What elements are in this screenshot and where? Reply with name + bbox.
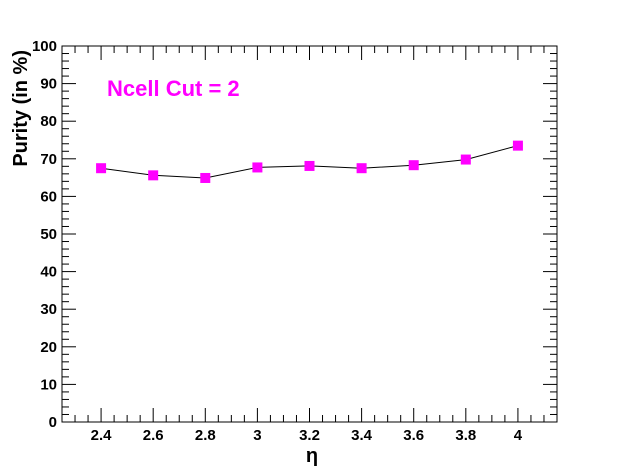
y-tick-label: 50 (40, 226, 57, 243)
x-tick-label: 3.6 (403, 427, 424, 444)
y-tick-label: 80 (40, 113, 57, 130)
x-axis-title: η (306, 445, 318, 467)
y-tick-label: 20 (40, 339, 57, 356)
y-tick-label: 40 (40, 264, 57, 281)
data-point-marker (356, 163, 367, 174)
x-tick-label: 2.4 (91, 427, 113, 444)
data-point-marker (408, 160, 419, 171)
data-point-marker (252, 162, 263, 173)
y-tick-label: 10 (40, 376, 57, 393)
axis-ticks (61, 45, 558, 423)
data-point-marker (460, 154, 471, 165)
y-tick-label: 100 (32, 38, 57, 55)
data-point-marker (96, 163, 107, 174)
x-tick-label: 2.6 (143, 427, 164, 444)
x-tick-label: 4 (514, 427, 523, 444)
y-tick-label: 90 (40, 76, 57, 93)
annotation-ncell-cut: Ncell Cut = 2 (107, 76, 240, 101)
x-tick-label: 3.8 (455, 427, 476, 444)
data-series (96, 140, 523, 183)
y-tick-labels: 0 10 20 30 40 50 60 70 80 90 100 (32, 38, 57, 431)
x-tick-label: 3.2 (299, 427, 320, 444)
y-tick-label: 60 (40, 188, 57, 205)
data-point-marker (200, 172, 211, 183)
y-tick-label: 0 (49, 414, 57, 431)
y-tick-label: 30 (40, 301, 57, 318)
data-point-marker (512, 140, 523, 151)
data-point-marker (148, 170, 159, 181)
x-tick-label: 2.8 (195, 427, 216, 444)
x-tick-labels: 2.4 2.6 2.8 3 3.2 3.4 3.6 3.8 4 (91, 427, 523, 444)
plot-frame (61, 45, 558, 423)
x-tick-label: 3.4 (351, 427, 373, 444)
data-point-marker (304, 160, 315, 171)
x-tick-label: 3 (253, 427, 261, 444)
y-tick-label: 70 (40, 151, 57, 168)
y-axis-title: Purity (in %) (10, 50, 32, 167)
